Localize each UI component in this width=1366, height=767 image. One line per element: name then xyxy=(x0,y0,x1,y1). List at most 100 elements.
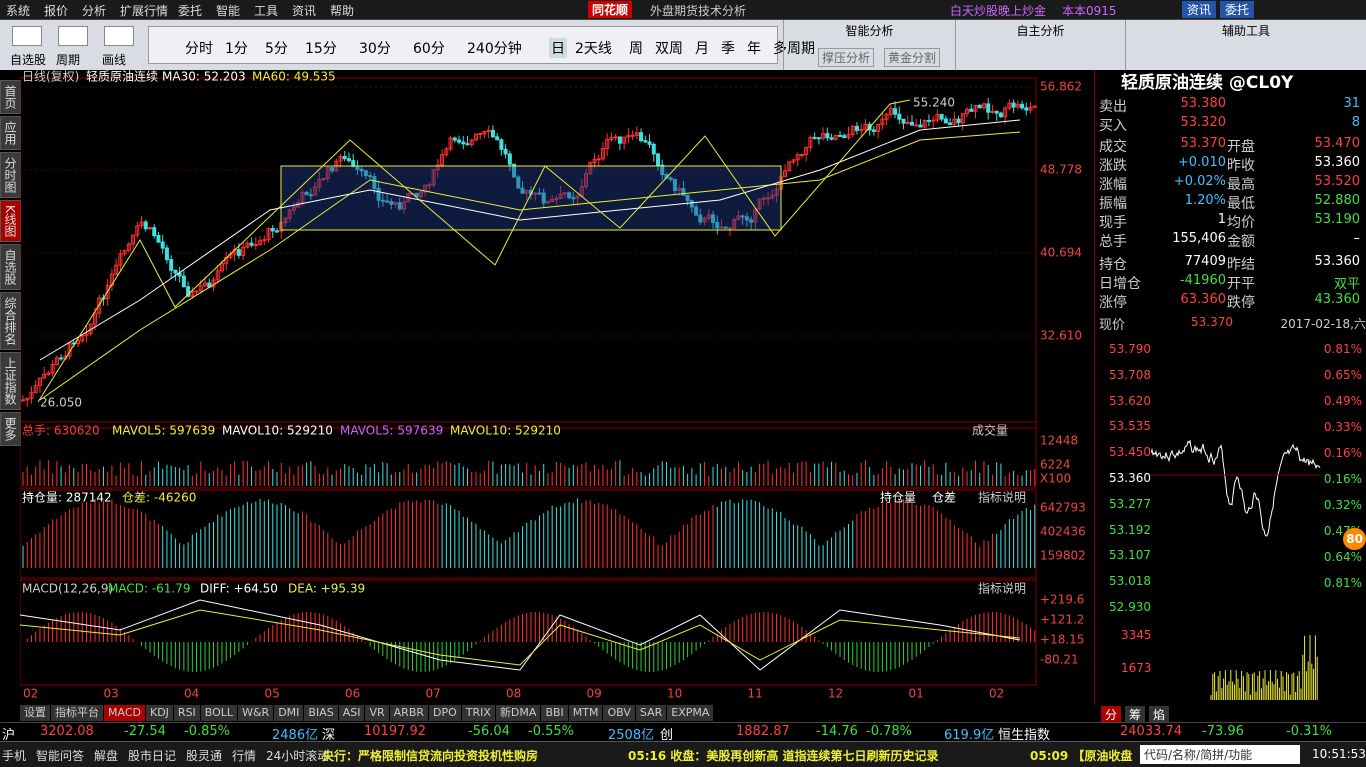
side-tab[interactable]: 综合排名 xyxy=(0,291,21,350)
period[interactable]: 1分 xyxy=(225,41,248,57)
side-tab[interactable]: 更多 xyxy=(0,411,21,446)
indicator-tab[interactable]: DMI xyxy=(274,705,305,721)
period[interactable]: 240分钟 xyxy=(467,41,522,57)
tool-icon[interactable] xyxy=(104,26,134,46)
quote-value: 53.190 xyxy=(1314,212,1361,227)
menu-button[interactable]: 资讯 xyxy=(1182,1,1217,18)
indicator-tab[interactable]: MACD xyxy=(104,705,146,721)
index-item: -56.04 xyxy=(468,724,510,739)
status-item[interactable]: 智能问答 xyxy=(36,749,85,763)
macd-label: MACD: -61.79 xyxy=(108,582,191,596)
period[interactable]: 15分 xyxy=(305,41,337,57)
index-item: 24033.74 xyxy=(1120,724,1183,739)
candle-body xyxy=(905,121,910,124)
month-label: 12 xyxy=(828,687,843,701)
candle-body xyxy=(736,215,741,221)
status-item[interactable]: 24小时滚动 xyxy=(266,749,330,763)
period[interactable]: 2天线 xyxy=(575,41,612,57)
period[interactable]: 5分 xyxy=(265,41,288,57)
indicator-tab[interactable]: EXPMA xyxy=(667,705,715,721)
volume-selector: 成交量 xyxy=(972,423,1008,438)
panel-button[interactable]: 黄金分割 xyxy=(884,48,941,67)
menu-item[interactable]: 系统 xyxy=(6,4,31,18)
intraday-pct: 0.81% xyxy=(1323,342,1362,356)
side-tab[interactable]: 首页 xyxy=(0,80,21,114)
badge[interactable]: 80 xyxy=(1343,528,1366,550)
indicator-tab[interactable]: DPO xyxy=(429,705,462,721)
news[interactable]: 05:09 【原油收盘 xyxy=(1030,749,1133,763)
status-item[interactable]: 手机 xyxy=(2,749,27,763)
menu-item[interactable]: 报价 xyxy=(44,4,69,18)
period[interactable]: 分时 xyxy=(185,41,213,57)
side-tab[interactable]: 上证指数 xyxy=(0,351,21,410)
candle-body xyxy=(385,200,390,203)
side-tabs: 首页 应用 分时图 K线图 自选股 综合排名 上证指数 更多 xyxy=(0,80,21,448)
period[interactable]: 月 xyxy=(695,41,709,57)
status-item[interactable]: 股市日记 xyxy=(128,749,177,763)
price-label: 56.862 xyxy=(1040,80,1082,94)
volume-axis: X100 xyxy=(1040,472,1071,486)
menu-item[interactable]: 帮助 xyxy=(330,4,355,18)
app-title: 外盘期货技术分析 xyxy=(650,4,747,18)
menu-item[interactable]: 资讯 xyxy=(292,4,317,18)
tool-icon[interactable] xyxy=(12,26,42,46)
status-item[interactable]: 股灵通 xyxy=(186,749,223,763)
menu-item[interactable]: 智能 xyxy=(216,4,241,18)
menu-button[interactable]: 委托 xyxy=(1220,1,1255,18)
indicator-tab[interactable]: VR xyxy=(365,705,390,721)
indicator-tab[interactable]: ARBR xyxy=(389,705,430,721)
period[interactable]: 年 xyxy=(747,41,761,57)
tool-icon[interactable] xyxy=(58,26,88,46)
indicator-tab[interactable]: ASI xyxy=(338,705,366,721)
search[interactable]: 代码/名称/简拼/功能 xyxy=(1140,745,1300,764)
status-item[interactable]: 解盘 xyxy=(94,749,119,763)
news[interactable]: 05:16 收盘：美股再创新高 道指连续第七日刷新历史记录 xyxy=(628,749,939,763)
candle-body xyxy=(346,158,351,162)
candle-body xyxy=(330,167,335,172)
side-tab[interactable]: 分时图 xyxy=(0,152,21,198)
indicator-tab[interactable]: 设置 xyxy=(20,705,51,721)
indicator-tab[interactable]: RSI xyxy=(173,705,201,721)
period[interactable]: 日 xyxy=(549,38,567,58)
menu-item[interactable]: 扩展行情 xyxy=(120,4,169,18)
menu-item[interactable]: 分析 xyxy=(82,4,107,18)
menu-item[interactable]: 委托 xyxy=(178,4,203,18)
macd-axis: -80.21 xyxy=(1040,653,1079,667)
period[interactable]: 60分 xyxy=(413,41,445,57)
period[interactable]: 30分 xyxy=(359,41,391,57)
period[interactable]: 周 xyxy=(629,41,643,57)
indicator-tab[interactable]: 新DMA xyxy=(495,705,542,721)
indicator-tab[interactable]: BIAS xyxy=(304,705,339,721)
candle-body xyxy=(524,190,529,194)
quote-label: 持仓 xyxy=(1099,257,1127,273)
indicator-tab[interactable]: TRIX xyxy=(461,705,496,721)
intraday-tab[interactable]: 筹 xyxy=(1125,706,1146,723)
indicator-tab[interactable]: KDJ xyxy=(145,705,174,721)
intraday-tab[interactable]: 焰 xyxy=(1149,706,1170,723)
candle-body xyxy=(550,199,555,202)
month-label: 03 xyxy=(104,687,119,701)
indicator-tab[interactable]: BBI xyxy=(541,705,569,721)
indicator-tab[interactable]: 指标平台 xyxy=(51,705,104,721)
index-item: 10197.92 xyxy=(364,724,427,739)
candle-body xyxy=(393,202,398,205)
side-tab[interactable]: 自选股 xyxy=(0,243,21,290)
indicator-tab[interactable]: MTM xyxy=(568,705,604,721)
menu-item[interactable]: 工具 xyxy=(254,4,279,18)
candle-body xyxy=(181,275,186,288)
index-item: -14.76 xyxy=(816,724,858,739)
news[interactable]: 央行：严格限制信贷流向投资投机性购房 xyxy=(322,749,539,763)
panel-button[interactable]: 撑压分析 xyxy=(818,48,875,67)
side-tab[interactable]: K线图 xyxy=(0,200,21,242)
indicator-tab[interactable]: W&R xyxy=(238,705,275,721)
indicator-tab[interactable]: BOLL xyxy=(200,705,239,721)
indicator-tab[interactable]: SAR xyxy=(635,705,668,721)
candle-body xyxy=(317,178,322,188)
status-item[interactable]: 行情 xyxy=(232,749,257,763)
intraday-tab[interactable]: 分 xyxy=(1101,706,1122,723)
period[interactable]: 季 xyxy=(721,41,735,57)
period[interactable]: 双周 xyxy=(655,41,683,57)
side-tab[interactable]: 应用 xyxy=(0,116,21,150)
indicator-tab[interactable]: OBV xyxy=(603,705,636,721)
candle-body xyxy=(562,192,567,195)
